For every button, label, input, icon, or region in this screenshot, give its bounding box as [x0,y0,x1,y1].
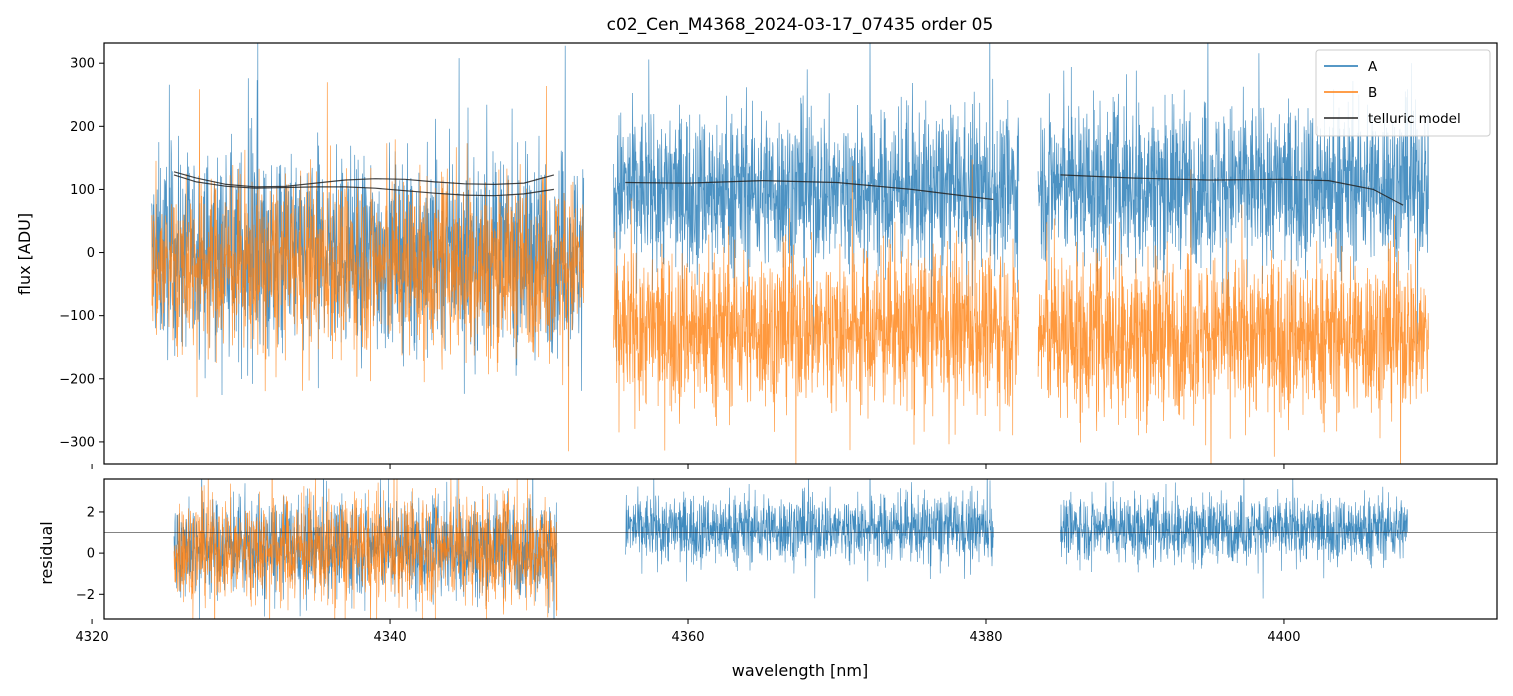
residual-y-tick-label: −2 [76,588,95,603]
residual-y-axis-label: residual [37,521,56,584]
flux-series-b-segment-3 [1037,169,1429,464]
residual-y-ticks: 2 0 −2 [76,505,104,603]
residual-axes-frame [103,478,1498,620]
flux-y-tick-label: 100 [70,183,95,198]
telluric-model-curve-3 [625,179,994,201]
x-tick-label: 4400 [1267,630,1300,645]
residual-y-tick-label: 0 [87,547,95,562]
residual-series-a-segment-1 [173,479,558,619]
residual-series-a-segment-2 [625,479,994,599]
flux-plot-area [151,43,1429,464]
flux-axes-frame [103,42,1498,465]
residual-series-b-segment-1 [173,479,558,619]
flux-series-b-segment-1 [151,82,585,452]
residual-series-a-segment-3 [1060,479,1408,599]
flux-y-axis-label: flux [ADU] [15,213,34,295]
flux-y-tick-label: 300 [70,57,95,72]
x-tick-label: 4320 [76,630,109,645]
telluric-model-curve-4 [1060,174,1404,206]
legend-label-b: B [1368,85,1377,101]
residual-y-tick-label: 2 [87,505,95,520]
flux-x-ticks [91,464,1285,469]
x-tick-label: 4380 [969,630,1002,645]
legend-label-a: A [1368,59,1378,75]
flux-series-a-segment-2 [613,43,1020,362]
legend-label-telluric: telluric model [1368,111,1461,127]
flux-series-a-segment-3 [1037,43,1429,356]
flux-y-tick-label: 0 [87,246,95,261]
telluric-model-curve-1 [173,171,555,188]
x-tick-label: 4360 [671,630,704,645]
telluric-model-curve-2 [173,174,554,197]
residual-x-ticks: 4320 4340 4360 4380 4400 [76,619,1300,645]
flux-y-tick-label: −200 [59,372,95,387]
chart-title: c02_Cen_M4368_2024-03-17_07435 order 05 [607,15,994,35]
flux-y-tick-label: 200 [70,120,95,135]
residual-plot-area [104,479,1497,619]
x-axis-label: wavelength [nm] [732,661,869,680]
flux-y-tick-label: −100 [59,309,95,324]
x-tick-label: 4340 [374,630,407,645]
flux-y-ticks: 300 200 100 0 −100 −200 −300 [59,57,104,450]
legend-frame [1315,49,1491,137]
flux-series-b-segment-2 [613,159,1020,464]
flux-y-tick-label: −300 [59,435,95,450]
legend: A B telluric model [1315,49,1491,137]
